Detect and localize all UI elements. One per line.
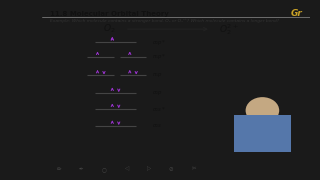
Text: $π₁p*$: $π₁p*$ bbox=[152, 52, 166, 61]
Text: $σ₂s$: $σ₂s$ bbox=[152, 122, 162, 129]
Bar bbox=[234, 115, 291, 152]
Text: ✏: ✏ bbox=[57, 167, 61, 172]
Text: ⊘: ⊘ bbox=[169, 167, 173, 172]
Text: Gr: Gr bbox=[291, 9, 302, 18]
Text: $σ₂p*$: $σ₂p*$ bbox=[152, 38, 166, 47]
Text: $σ₂s*$: $σ₂s*$ bbox=[152, 105, 165, 113]
Text: ✒: ✒ bbox=[79, 167, 84, 172]
Text: $π₁p$: $π₁p$ bbox=[152, 71, 162, 79]
Text: ◁: ◁ bbox=[124, 167, 128, 172]
Text: ○: ○ bbox=[101, 167, 106, 172]
Text: $O_2$: $O_2$ bbox=[102, 23, 115, 35]
Text: ▷: ▷ bbox=[147, 167, 151, 172]
Text: $O_2^{2+}$: $O_2^{2+}$ bbox=[219, 22, 239, 37]
Text: $σ₂p$: $σ₂p$ bbox=[152, 89, 162, 97]
Text: ✂: ✂ bbox=[191, 167, 196, 172]
Ellipse shape bbox=[246, 97, 279, 124]
Text: Example: Which molecule contains a stronger bond, O₂ or O₂²⁺? Which molecule con: Example: Which molecule contains a stron… bbox=[50, 18, 279, 23]
Text: 11.8 Molecular Orbital Theory: 11.8 Molecular Orbital Theory bbox=[50, 11, 169, 17]
